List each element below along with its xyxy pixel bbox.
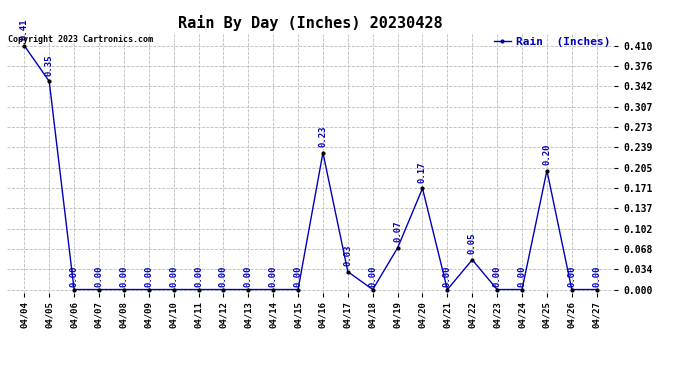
Text: 0.00: 0.00 — [119, 265, 128, 287]
Text: 0.00: 0.00 — [293, 265, 302, 287]
Text: 0.00: 0.00 — [518, 265, 526, 287]
Text: 0.00: 0.00 — [70, 265, 79, 287]
Text: 0.00: 0.00 — [443, 265, 452, 287]
Text: 0.20: 0.20 — [542, 144, 551, 165]
Text: 0.00: 0.00 — [268, 265, 277, 287]
Text: 0.41: 0.41 — [20, 19, 29, 40]
Text: 0.23: 0.23 — [319, 126, 328, 147]
Text: 0.05: 0.05 — [468, 233, 477, 254]
Text: 0.00: 0.00 — [244, 265, 253, 287]
Text: 0.00: 0.00 — [144, 265, 153, 287]
Text: 0.00: 0.00 — [219, 265, 228, 287]
Text: 0.00: 0.00 — [95, 265, 103, 287]
Legend: Rain  (Inches): Rain (Inches) — [494, 37, 611, 47]
Text: 0.00: 0.00 — [592, 265, 601, 287]
Title: Rain By Day (Inches) 20230428: Rain By Day (Inches) 20230428 — [178, 15, 443, 31]
Text: 0.00: 0.00 — [567, 265, 576, 287]
Text: 0.00: 0.00 — [493, 265, 502, 287]
Text: 0.07: 0.07 — [393, 221, 402, 242]
Text: 0.00: 0.00 — [368, 265, 377, 287]
Text: 0.00: 0.00 — [169, 265, 178, 287]
Text: 0.35: 0.35 — [45, 54, 54, 76]
Text: 0.17: 0.17 — [418, 161, 427, 183]
Text: 0.00: 0.00 — [194, 265, 203, 287]
Text: Copyright 2023 Cartronics.com: Copyright 2023 Cartronics.com — [8, 35, 153, 44]
Text: 0.03: 0.03 — [344, 244, 353, 266]
